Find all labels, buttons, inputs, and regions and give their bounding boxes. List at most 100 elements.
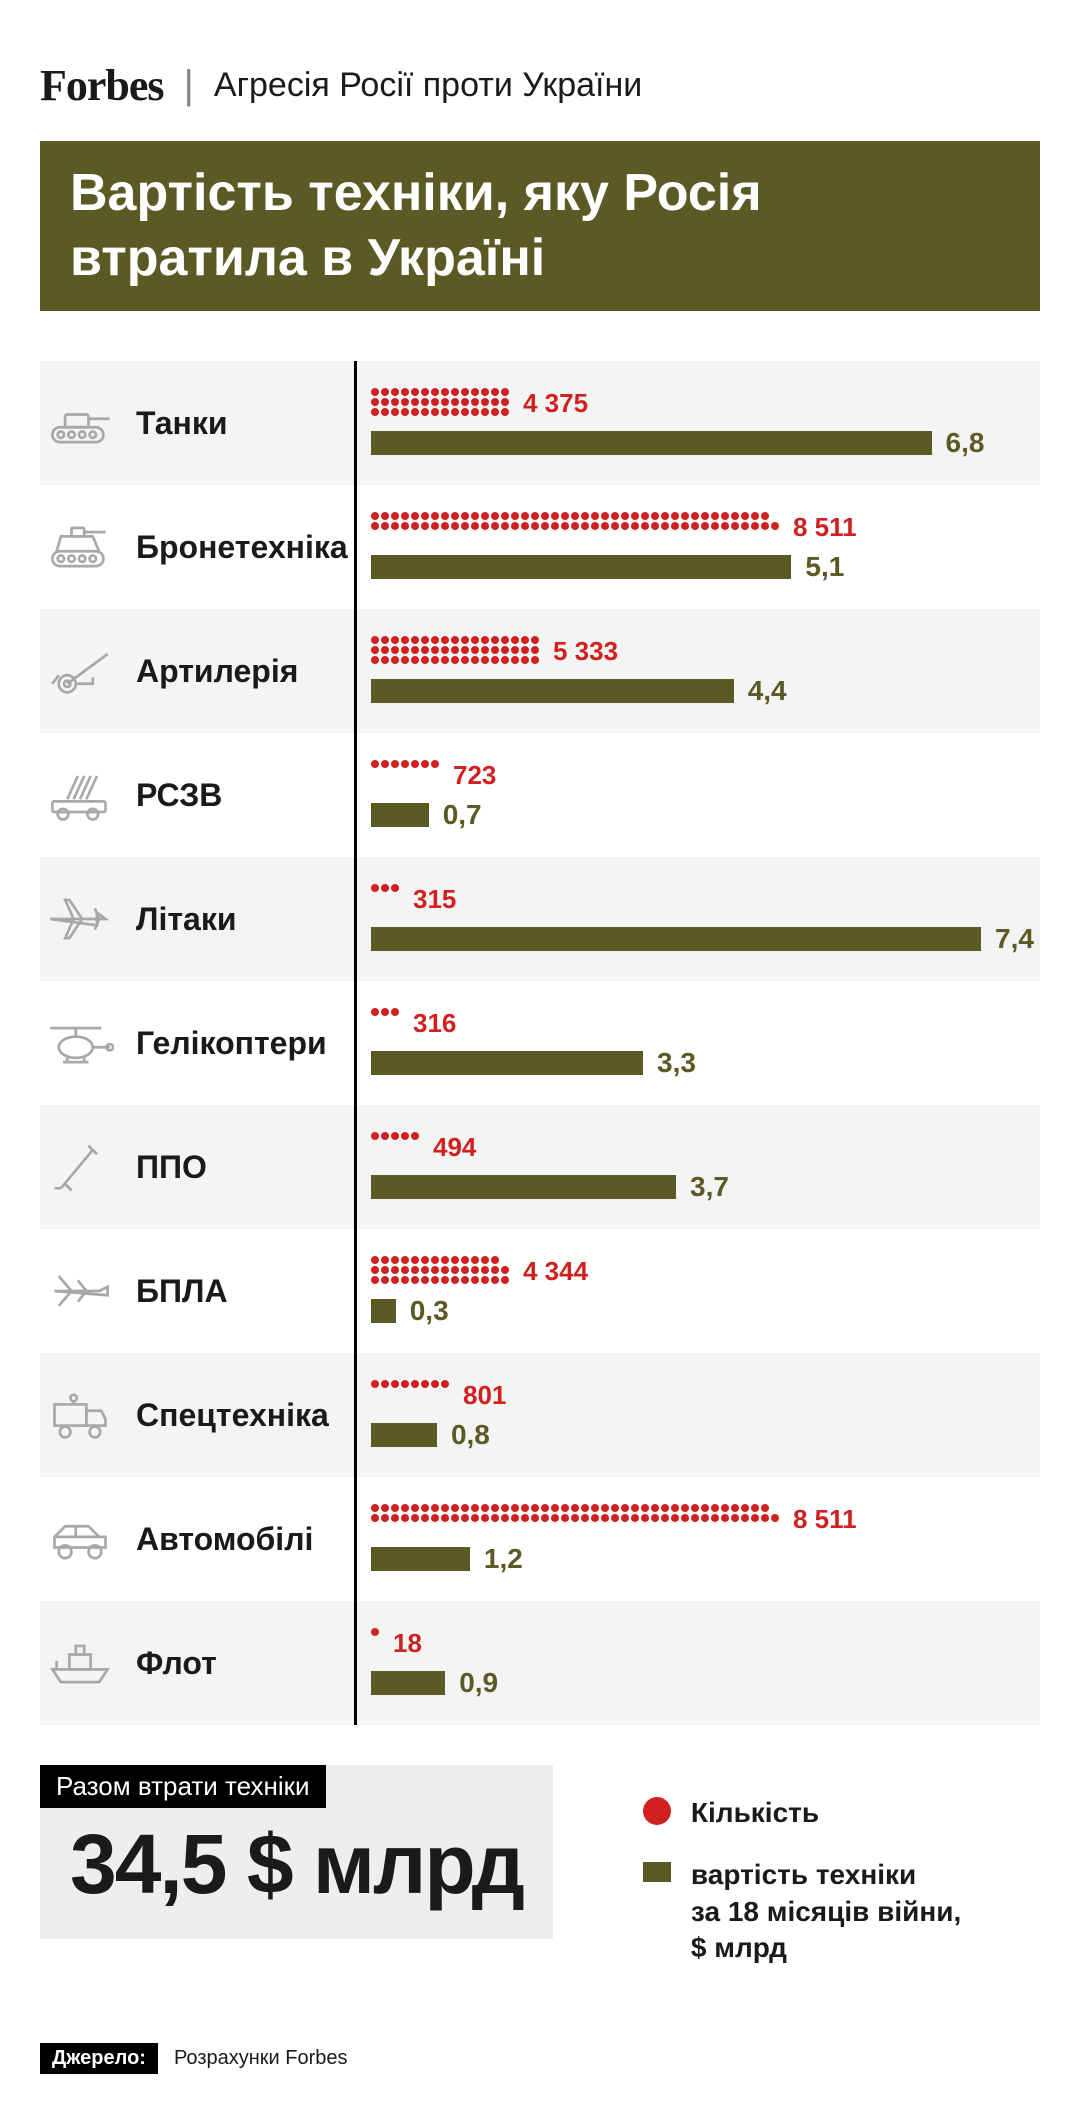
legend-count-label: Кількість (691, 1795, 819, 1831)
footer: Разом втрати техніки 34,5 $ млрд Кількіс… (40, 1765, 1040, 1993)
label-cell: Автомобілі (40, 1477, 354, 1601)
legend-count: Кількість (643, 1795, 961, 1831)
apc-icon (46, 513, 114, 581)
label-cell: РСЗВ (40, 733, 354, 857)
logo: Forbes (40, 60, 164, 111)
cost-bar (371, 1299, 396, 1323)
cost-bar-wrap: 6,8 (371, 427, 1040, 459)
cost-value: 0,8 (451, 1419, 490, 1451)
count-dots: 8 511 (371, 512, 1040, 543)
legend-cost-label: вартість технікиза 18 місяців війни,$ мл… (691, 1857, 961, 1966)
count-dots: 315 (371, 884, 1040, 915)
cost-bar-wrap: 0,9 (371, 1667, 1040, 1699)
cost-value: 3,7 (690, 1171, 729, 1203)
cost-bar-wrap: 0,8 (371, 1419, 1040, 1451)
cost-bar (371, 679, 734, 703)
category-label: Автомобілі (136, 1521, 313, 1558)
source-text: Розрахунки Forbes (174, 2047, 348, 2070)
total-value: 34,5 $ млрд (70, 1816, 523, 1913)
cost-value: 5,1 (805, 551, 844, 583)
heli-icon (46, 1009, 114, 1077)
label-cell: Спецтехніка (40, 1353, 354, 1477)
data-cell: 494 3,7 (354, 1105, 1040, 1229)
cost-bar (371, 1051, 643, 1075)
cost-bar-wrap: 7,4 (371, 923, 1040, 955)
count-dots: 8 511 (371, 1504, 1040, 1535)
cost-bar (371, 555, 791, 579)
chart-row: Спецтехніка8010,8 (40, 1353, 1040, 1477)
title-box: Вартість техніки, яку Росія втратила в У… (40, 141, 1040, 311)
cost-bar (371, 1175, 676, 1199)
cost-bar-wrap: 5,1 (371, 551, 1040, 583)
data-cell: 4 344 0,3 (354, 1229, 1040, 1353)
chart-row: Бронетехніка 8 511 5,1 (40, 485, 1040, 609)
chart-row: Автомобілі 8 511 1,2 (40, 1477, 1040, 1601)
chart-row: РСЗВ7230,7 (40, 733, 1040, 857)
data-cell: 5 333 4,4 (354, 609, 1040, 733)
cost-bar-wrap: 0,7 (371, 799, 1040, 831)
chart-row: Флот180,9 (40, 1601, 1040, 1725)
count-dots: 5 333 (371, 636, 1040, 667)
data-cell: 315 7,4 (354, 857, 1040, 981)
data-cell: 316 3,3 (354, 981, 1040, 1105)
category-label: Гелікоптери (136, 1025, 327, 1062)
label-cell: Бронетехніка (40, 485, 354, 609)
cost-bar-wrap: 3,7 (371, 1171, 1040, 1203)
chart-row: Артилерія 5 333 4,4 (40, 609, 1040, 733)
count-value: 18 (393, 1628, 422, 1659)
header: Forbes | Агресія Росії проти України Вар… (40, 60, 1040, 341)
cost-bar (371, 927, 981, 951)
count-value: 494 (433, 1132, 476, 1163)
cost-value: 7,4 (995, 923, 1034, 955)
header-subtitle: Агресія Росії проти України (214, 66, 642, 105)
cost-bar (371, 1547, 470, 1571)
category-label: ППО (136, 1149, 207, 1186)
label-cell: Літаки (40, 857, 354, 981)
count-value: 4 375 (523, 388, 588, 419)
cost-bar (371, 1423, 437, 1447)
count-dots: 4 344 (371, 1256, 1040, 1287)
cost-value: 3,3 (657, 1047, 696, 1079)
category-label: Літаки (136, 901, 237, 938)
chart-row: Літаки 315 7,4 (40, 857, 1040, 981)
tank-icon (46, 389, 114, 457)
cost-value: 1,2 (484, 1543, 523, 1575)
label-cell: Флот (40, 1601, 354, 1725)
title-line-2: втратила в Україні (70, 226, 1010, 291)
count-value: 316 (413, 1008, 456, 1039)
legend-square-icon (643, 1862, 671, 1882)
count-dots: 316 (371, 1008, 1040, 1039)
category-label: БПЛА (136, 1273, 228, 1310)
cost-bar-wrap: 0,3 (371, 1295, 1040, 1327)
chart-row: ППО 494 3,7 (40, 1105, 1040, 1229)
count-dots: 18 (371, 1628, 1040, 1659)
cost-bar-wrap: 3,3 (371, 1047, 1040, 1079)
total-title: Разом втрати техніки (40, 1765, 326, 1808)
label-cell: Гелікоптери (40, 981, 354, 1105)
special-icon (46, 1381, 114, 1449)
count-value: 801 (463, 1380, 506, 1411)
artillery-icon (46, 637, 114, 705)
category-label: Танки (136, 405, 228, 442)
cost-value: 4,4 (748, 675, 787, 707)
mlrs-icon (46, 761, 114, 829)
car-icon (46, 1505, 114, 1573)
cost-bar (371, 1671, 445, 1695)
cost-value: 0,7 (443, 799, 482, 831)
header-top: Forbes | Агресія Росії проти України (40, 60, 1040, 111)
aa-icon (46, 1133, 114, 1201)
category-label: Спецтехніка (136, 1397, 329, 1434)
uav-icon (46, 1257, 114, 1325)
cost-value: 6,8 (946, 427, 985, 459)
count-dots: 4 375 (371, 388, 1040, 419)
title-line-1: Вартість техніки, яку Росія (70, 161, 1010, 226)
category-label: Флот (136, 1645, 217, 1682)
count-value: 8 511 (793, 1504, 857, 1535)
legend-dot-icon (643, 1797, 671, 1825)
data-cell: 180,9 (354, 1601, 1040, 1725)
data-cell: 8010,8 (354, 1353, 1040, 1477)
count-value: 315 (413, 884, 456, 915)
source: Джерело: Розрахунки Forbes (40, 2043, 1040, 2074)
category-label: Артилерія (136, 653, 298, 690)
cost-value: 0,3 (410, 1295, 449, 1327)
